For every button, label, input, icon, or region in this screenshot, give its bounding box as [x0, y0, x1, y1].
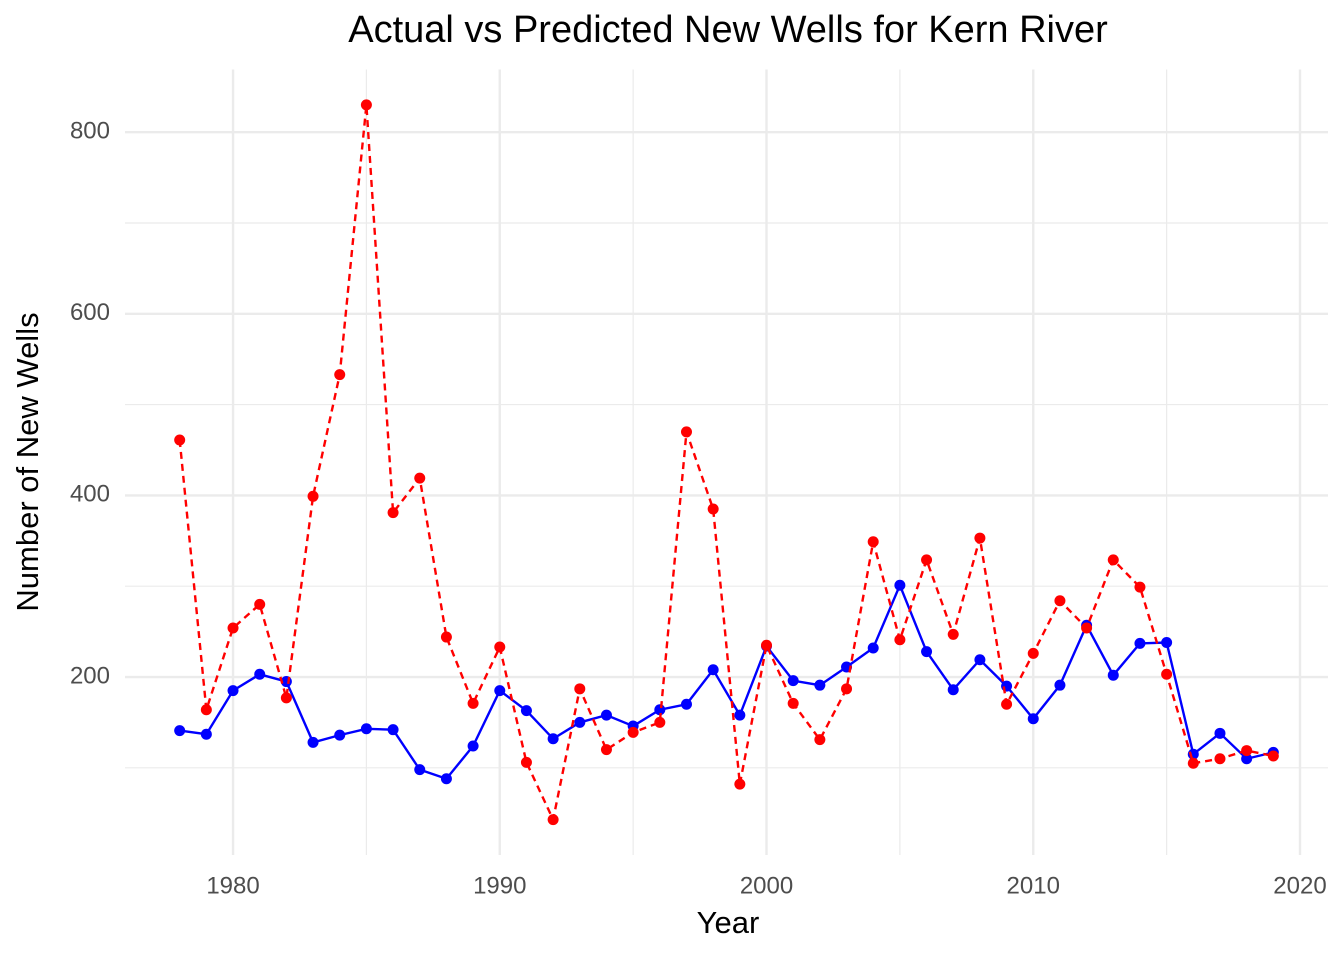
data-point: [734, 778, 746, 790]
data-point: [387, 507, 399, 519]
data-point: [1267, 750, 1279, 762]
data-point: [440, 631, 452, 643]
x-axis-title: Year: [697, 905, 760, 940]
data-point: [947, 628, 959, 640]
data-point: [280, 692, 292, 704]
data-point: [1187, 757, 1199, 769]
series-line: [178, 104, 1274, 824]
data-point: [680, 426, 692, 438]
data-point: [1054, 595, 1066, 607]
data-point: [707, 664, 719, 676]
data-point: [360, 723, 372, 735]
y-tick-label: 200: [70, 662, 110, 689]
data-point: [1107, 554, 1119, 566]
data-point: [1107, 669, 1119, 681]
data-point: [547, 814, 559, 826]
data-point: [1134, 581, 1146, 593]
data-point: [1241, 753, 1253, 765]
data-point: [734, 709, 746, 721]
data-point: [334, 369, 346, 381]
y-tick-label: 600: [70, 299, 110, 326]
data-point: [974, 532, 986, 544]
data-point: [174, 725, 186, 737]
data-point: [547, 733, 559, 745]
data-point: [761, 639, 773, 651]
data-point: [520, 756, 532, 768]
data-point: [494, 641, 506, 653]
data-point: [1001, 680, 1013, 692]
series-line: [179, 582, 1274, 781]
data-point: [841, 683, 853, 695]
data-point: [387, 724, 399, 736]
data-point: [600, 744, 612, 756]
x-tick-label: 2010: [1007, 872, 1060, 899]
data-point: [867, 536, 879, 548]
data-point: [1161, 637, 1173, 649]
data-point: [654, 704, 666, 716]
data-point: [200, 704, 212, 716]
data-point: [360, 99, 372, 111]
data-point: [627, 726, 639, 738]
y-axis-title: Number of New Wells: [10, 312, 45, 611]
data-point: [174, 434, 186, 446]
data-point: [1161, 668, 1173, 680]
data-point: [307, 490, 319, 502]
data-point: [1054, 679, 1066, 691]
data-point: [1027, 647, 1039, 659]
data-point: [574, 683, 586, 695]
data-point: [254, 668, 266, 680]
data-point: [307, 736, 319, 748]
data-point: [921, 646, 933, 658]
data-point: [1214, 727, 1226, 739]
data-point: [227, 685, 239, 697]
data-point: [1214, 753, 1226, 765]
data-point: [254, 598, 266, 610]
data-point: [440, 773, 452, 785]
y-tick-label: 800: [70, 118, 110, 145]
data-point: [1027, 713, 1039, 725]
data-point: [1081, 622, 1093, 634]
data-point: [680, 698, 692, 710]
x-tick-label: 1990: [473, 872, 526, 899]
data-point: [894, 579, 906, 591]
x-tick-label: 2020: [1273, 872, 1326, 899]
data-point: [894, 634, 906, 646]
data-point: [1241, 745, 1253, 757]
data-point: [600, 709, 612, 721]
data-point: [654, 716, 666, 728]
data-point: [787, 697, 799, 709]
data-point: [414, 472, 426, 484]
data-point: [1134, 637, 1146, 649]
data-point: [414, 764, 426, 776]
data-point: [494, 685, 506, 697]
y-tick-label: 400: [70, 481, 110, 508]
data-point: [467, 697, 479, 709]
data-point: [787, 675, 799, 687]
data-point: [200, 728, 212, 740]
data-point: [867, 642, 879, 654]
data-point: [574, 716, 586, 728]
data-point: [1001, 698, 1013, 710]
chart-title: Actual vs Predicted New Wells for Kern R…: [348, 9, 1108, 51]
x-tick-label: 1980: [206, 872, 259, 899]
data-point: [974, 654, 986, 666]
data-point: [707, 503, 719, 515]
data-point: [947, 684, 959, 696]
x-tick-label: 2000: [740, 872, 793, 899]
data-point: [814, 679, 826, 691]
data-point: [334, 729, 346, 741]
data-point: [227, 622, 239, 634]
data-point: [814, 734, 826, 746]
data-point: [467, 740, 479, 752]
data-point: [520, 705, 532, 717]
data-point: [921, 554, 933, 566]
